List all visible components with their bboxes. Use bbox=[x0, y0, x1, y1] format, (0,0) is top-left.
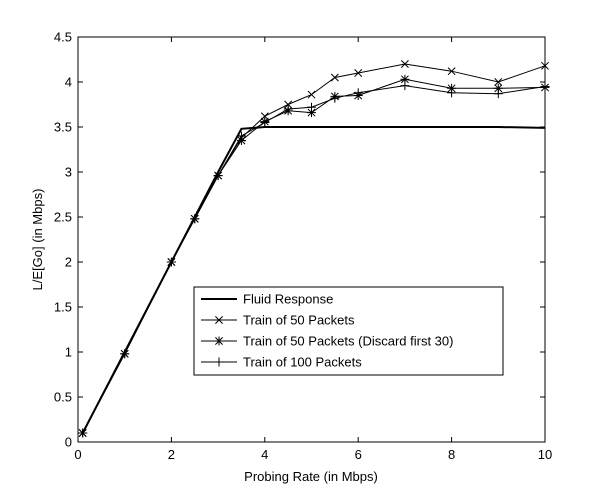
x-axis-label: Probing Rate (in Mbps) bbox=[244, 469, 378, 484]
data-point bbox=[494, 78, 503, 86]
legend-label: Train of 100 Packets bbox=[243, 355, 362, 370]
legend-marker-stroke bbox=[215, 316, 223, 324]
series-layer bbox=[78, 60, 550, 438]
x-tick-label: 4 bbox=[261, 447, 268, 462]
legend-marker bbox=[215, 316, 223, 324]
data-point bbox=[236, 131, 246, 141]
legend-box bbox=[193, 286, 504, 376]
legend-label: Fluid Response bbox=[243, 292, 333, 307]
data-point bbox=[541, 61, 549, 70]
legend-marker bbox=[214, 336, 224, 346]
data-point-stroke bbox=[494, 78, 503, 86]
data-point bbox=[213, 171, 223, 181]
y-axis-label: L/E[Go] (in Mbps) bbox=[30, 189, 45, 291]
x-tick-label: 6 bbox=[355, 447, 362, 462]
data-point-stroke bbox=[447, 67, 456, 76]
data-point-stroke bbox=[354, 69, 363, 77]
data-point bbox=[330, 93, 340, 103]
data-point bbox=[354, 69, 363, 77]
legend-item: Fluid Response bbox=[201, 292, 333, 307]
y-tick-label: 4 bbox=[65, 75, 72, 90]
data-point bbox=[353, 88, 363, 98]
data-point bbox=[120, 349, 130, 359]
data-point bbox=[400, 60, 409, 68]
legend-marker bbox=[214, 357, 224, 367]
data-point bbox=[447, 67, 456, 76]
data-point bbox=[307, 90, 316, 99]
data-point bbox=[307, 102, 316, 112]
data-point bbox=[493, 83, 503, 93]
y-tick-label: 0.5 bbox=[54, 390, 72, 405]
data-point bbox=[260, 118, 270, 127]
legend: Fluid Response Train of 50 Packets Train o… bbox=[193, 286, 504, 376]
y-tick-label: 2.5 bbox=[54, 210, 72, 225]
x-tick-label: 0 bbox=[74, 447, 81, 462]
data-point bbox=[447, 88, 457, 98]
y-tick-label: 4.5 bbox=[54, 30, 72, 45]
data-point-stroke bbox=[330, 73, 339, 82]
legend-item: Train of 100 Packets bbox=[201, 355, 362, 370]
x-tick-label: 10 bbox=[538, 447, 552, 462]
data-point-stroke bbox=[400, 60, 409, 68]
y-tick-label: 3 bbox=[65, 165, 72, 180]
legend-item: Train of 50 Packets (Discard first 30) bbox=[201, 334, 453, 349]
y-tick-label: 2 bbox=[65, 255, 72, 270]
data-point-stroke bbox=[307, 90, 316, 99]
legend-item: Train of 50 Packets bbox=[201, 313, 355, 328]
y-tick-label: 1 bbox=[65, 345, 72, 360]
y-tick-label: 3.5 bbox=[54, 120, 72, 135]
legend-label: Train of 50 Packets (Discard first 30) bbox=[243, 334, 453, 349]
data-point bbox=[493, 89, 503, 99]
y-tick-label: 1.5 bbox=[54, 300, 72, 315]
series-4 bbox=[78, 81, 550, 438]
plot-area bbox=[77, 36, 546, 443]
data-point bbox=[78, 428, 88, 438]
axis-ticks: 0 2 4 6 8 10 0 0.5 1 1.5 2 2.5 3 3.5 4 4.5 bbox=[54, 30, 552, 463]
y-tick-label: 0 bbox=[65, 435, 72, 450]
data-point-stroke bbox=[541, 61, 549, 70]
x-tick-label: 8 bbox=[448, 447, 455, 462]
data-point bbox=[190, 214, 200, 224]
x-tick-label: 2 bbox=[168, 447, 175, 462]
data-point bbox=[283, 104, 293, 114]
data-point bbox=[400, 74, 410, 84]
data-point bbox=[540, 82, 550, 91]
data-point bbox=[400, 81, 410, 91]
legend-label: Train of 50 Packets bbox=[243, 313, 355, 328]
data-point bbox=[166, 257, 176, 267]
data-point bbox=[330, 73, 339, 82]
